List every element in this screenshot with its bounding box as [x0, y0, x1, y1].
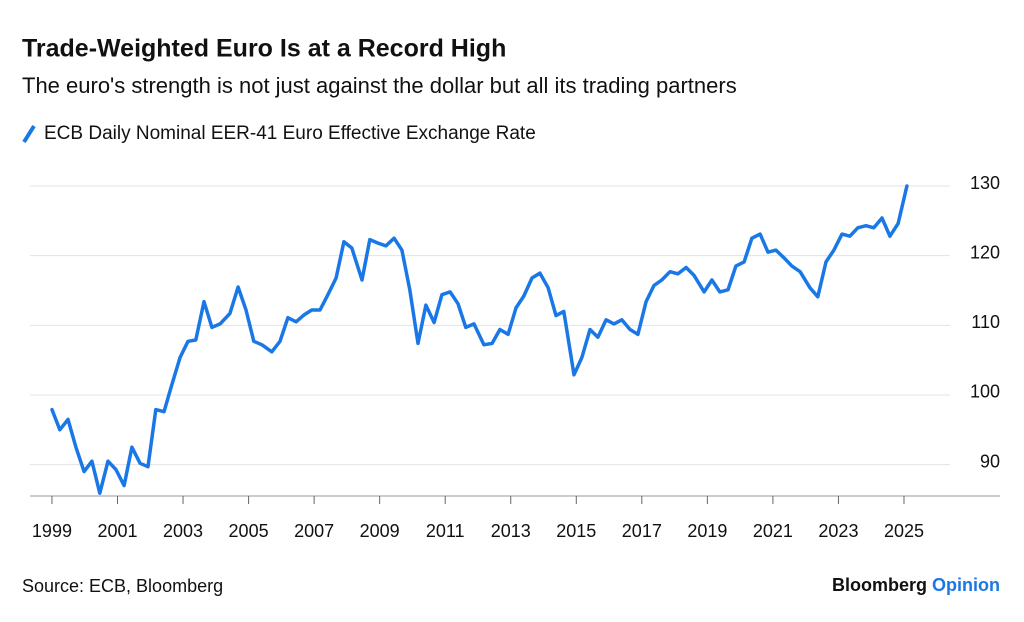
- source: Source: ECB, Bloomberg: [22, 576, 223, 596]
- series-line: [50, 184, 909, 495]
- x-tick-label: 1999: [32, 521, 72, 541]
- x-tick-label: 2011: [426, 521, 465, 541]
- legend-label: ECB Daily Nominal EER-41 Euro Effective …: [44, 123, 536, 144]
- y-tick-label: 90: [980, 451, 1000, 471]
- y-tick-label: 110: [971, 312, 1000, 332]
- x-tick-label: 2009: [360, 521, 400, 541]
- brand-sub: Opinion: [932, 575, 1000, 595]
- y-tick-label: 120: [970, 242, 1000, 262]
- chart-title: Trade-Weighted Euro Is at a Record High: [22, 35, 506, 63]
- y-tick-label: 100: [970, 382, 1000, 402]
- y-tick-label: 130: [970, 173, 1000, 193]
- legend-swatch: [22, 124, 36, 144]
- x-tick-label: 2025: [884, 521, 924, 541]
- x-tick-label: 2015: [556, 521, 596, 541]
- x-tick-label: 2005: [229, 521, 269, 541]
- chart-subtitle: The euro's strength is not just against …: [22, 73, 737, 98]
- x-tick-label: 2019: [687, 521, 727, 541]
- x-tick-label: 2023: [818, 521, 858, 541]
- x-tick-label: 2021: [753, 521, 793, 541]
- x-tick-label: 2001: [97, 521, 137, 541]
- brand: Bloomberg Opinion: [832, 575, 1000, 595]
- x-tick-label: 2013: [491, 521, 531, 541]
- x-tick-label: 2017: [622, 521, 662, 541]
- x-tick-label: 2003: [163, 521, 203, 541]
- brand-name: Bloomberg: [832, 575, 927, 595]
- x-tick-label: 2007: [294, 521, 334, 541]
